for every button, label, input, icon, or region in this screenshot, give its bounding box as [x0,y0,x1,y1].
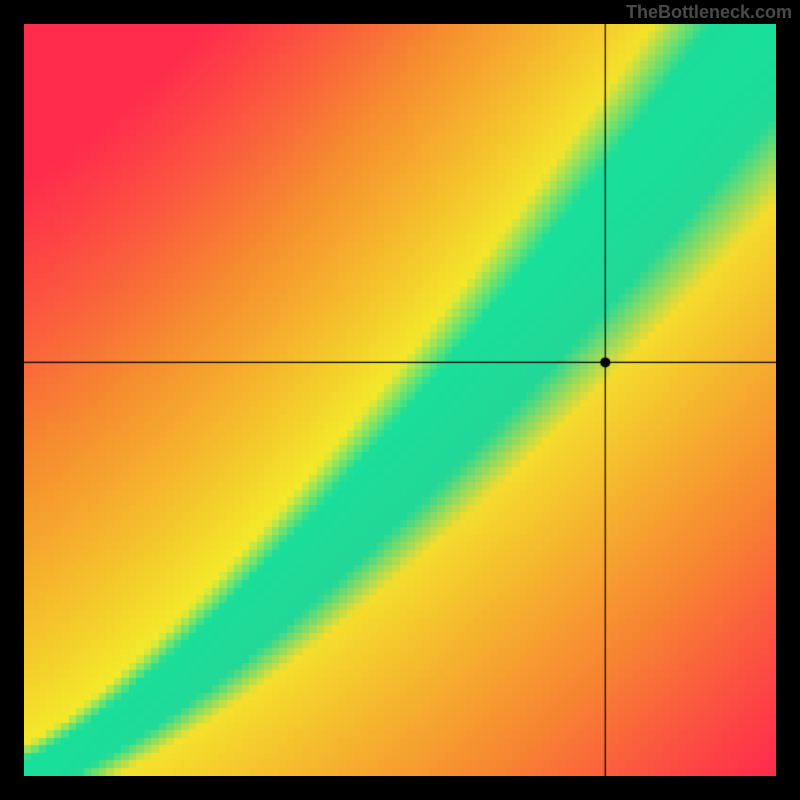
attribution-text: TheBottleneck.com [626,0,792,24]
chart-container: TheBottleneck.com [0,0,800,800]
bottleneck-heatmap [24,24,776,776]
plot-frame [24,24,776,776]
